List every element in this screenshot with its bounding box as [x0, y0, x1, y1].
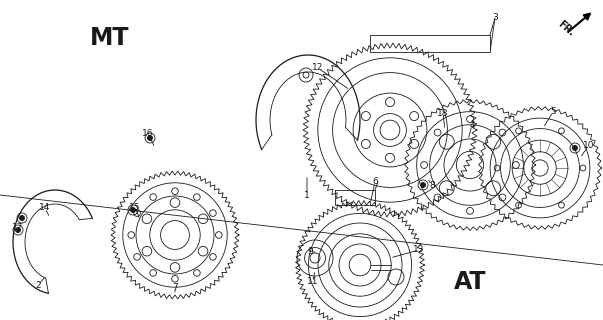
- Text: 9: 9: [307, 247, 313, 257]
- Circle shape: [420, 182, 426, 188]
- Text: AT: AT: [453, 270, 486, 294]
- Text: 12: 12: [312, 63, 324, 73]
- Text: MT: MT: [90, 26, 130, 50]
- Text: 10: 10: [583, 140, 595, 149]
- Text: 5: 5: [550, 108, 556, 116]
- Text: 16: 16: [142, 129, 154, 138]
- Text: 8: 8: [429, 180, 435, 189]
- Circle shape: [19, 215, 25, 220]
- Text: 6: 6: [372, 178, 378, 187]
- Text: FR.: FR.: [556, 18, 576, 38]
- Text: 2: 2: [35, 281, 41, 290]
- Circle shape: [130, 207, 136, 212]
- Text: 7: 7: [172, 283, 178, 292]
- Text: 14: 14: [39, 204, 51, 212]
- Circle shape: [572, 146, 578, 150]
- Text: 4: 4: [469, 121, 475, 130]
- Circle shape: [16, 228, 21, 233]
- Text: 11: 11: [308, 277, 319, 286]
- Text: 1: 1: [304, 190, 310, 199]
- Text: 3: 3: [492, 13, 498, 22]
- Circle shape: [148, 135, 153, 140]
- Text: 13: 13: [413, 245, 425, 254]
- Text: 15: 15: [129, 203, 140, 212]
- Text: 18: 18: [437, 108, 449, 117]
- Text: 17: 17: [12, 222, 24, 231]
